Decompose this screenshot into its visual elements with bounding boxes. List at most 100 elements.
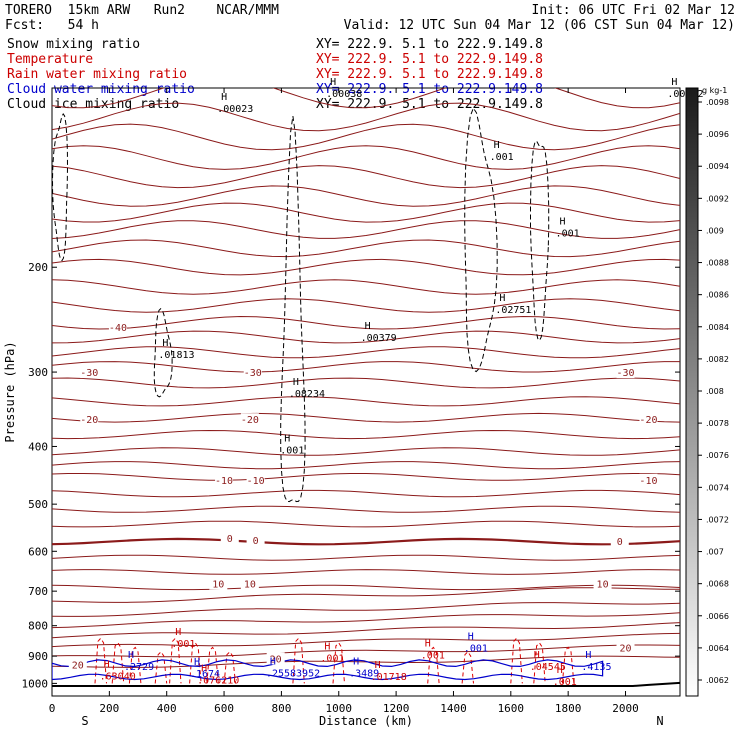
- isotherm-16: [52, 361, 680, 373]
- y-tick-label-2: 400: [28, 440, 48, 453]
- x-tick-label-4: 800: [271, 702, 291, 715]
- isotherm-label-8: -10: [247, 476, 265, 487]
- ice-contour-3: [530, 140, 550, 342]
- isotherm-12: [52, 298, 680, 313]
- isotherm-label-bg-4: [80, 413, 99, 426]
- max-label-20: .04545: [530, 662, 566, 673]
- field-xy-4: XY= 222.9. 5.1 to 222.9.149.8: [316, 97, 543, 112]
- isotherm-label-15: 10: [597, 580, 609, 591]
- field-xy-3: XY= 222.9. 5.1 to 222.9.149.8: [316, 82, 543, 97]
- isotherm-29: [52, 569, 680, 575]
- max-label-14: .001: [553, 677, 577, 688]
- colorbar-tick-label-13: .0072: [706, 515, 729, 524]
- isotherm-11: [52, 279, 680, 295]
- field-name-0: Snow mixing ratio: [7, 37, 140, 52]
- max-marker-14: H: [557, 665, 563, 676]
- isotherm-label-bg-3: [616, 366, 635, 379]
- colorbar-tick-label-14: .007: [706, 548, 724, 557]
- colorbar-tick-label-8: .0082: [706, 355, 729, 364]
- isotherm-19: [52, 412, 680, 423]
- colorbar-tick-label-2: .0094: [706, 162, 729, 171]
- isotherm-17: [52, 377, 680, 389]
- colorbar-gradient: [685, 87, 699, 697]
- colorbar-tick-label-11: .0076: [706, 451, 729, 460]
- y-tick-label-4: 600: [28, 545, 48, 558]
- isotherm-label-bg-2: [243, 366, 262, 379]
- isotherm-14: [52, 330, 680, 344]
- end-label-left: S: [81, 714, 88, 728]
- isotherm-24: [52, 489, 680, 498]
- colorbar-tick-label-17: .0064: [706, 644, 729, 653]
- x-tick-label-5: 1000: [326, 702, 353, 715]
- isotherm-label-14: 10: [244, 580, 256, 591]
- max-marker-6: H: [365, 321, 371, 332]
- ice-contour-0: [280, 116, 306, 503]
- isotherm-label-3: -30: [616, 368, 634, 379]
- isotherm-label-bg-6: [639, 413, 658, 426]
- isotherm-10: [52, 258, 680, 276]
- colorbar-tick-label-7: .0084: [706, 323, 729, 332]
- max-marker-23: H: [201, 663, 207, 674]
- isotherm-31: [52, 587, 680, 603]
- isotherm-25: [52, 505, 680, 513]
- rain-contour-9: [332, 642, 345, 684]
- max-marker-17: H: [270, 656, 276, 667]
- rain-contour-13: [533, 642, 546, 684]
- max-label-19: .01718: [371, 672, 407, 683]
- rain-contour-4: [169, 637, 182, 684]
- cloud-water-contour: [52, 659, 604, 681]
- max-label-4: .001: [556, 229, 580, 240]
- colorbar: g kg-1 .0098 .0096 .0094 .0092 .009 .0088 .008…: [685, 86, 729, 697]
- max-label-23: .076210: [197, 675, 239, 686]
- x-tick-label-0: 0: [49, 702, 56, 715]
- ice-contour-4: [52, 113, 69, 262]
- rain-contour-12: [510, 637, 523, 684]
- max-marker-5: H: [499, 293, 505, 304]
- end-label-right: N: [656, 714, 663, 728]
- isotherm-label-bg-14: [240, 577, 259, 590]
- max-label-7: .01813: [158, 350, 194, 361]
- rain-contour-14: [561, 646, 575, 684]
- isotherm-label-bg-9: [639, 473, 658, 486]
- isotherm-28: [52, 554, 680, 561]
- isotherm-23: [52, 473, 680, 481]
- colorbar-tick-label-15: .0068: [706, 580, 729, 589]
- contour-label-layer: -40 -30 -30 -30 -20 -20 -20 -10 -10 -10 0 0 0 10 10 10 2…: [68, 77, 704, 688]
- isotherm-label-12: 0: [617, 537, 623, 548]
- isotherm-label-bg-10: [220, 532, 239, 545]
- colorbar-tick-label-4: .009: [706, 226, 724, 235]
- isotherm-label-bg-5: [240, 413, 259, 426]
- isotherm-label-6: -20: [639, 415, 657, 426]
- plot-frame: [51, 87, 681, 697]
- header-left-line2: Fcst: 54 h: [5, 18, 99, 33]
- ground-line: [52, 681, 680, 687]
- isotherm-33: [52, 612, 680, 629]
- isotherm-label-4: -20: [80, 415, 98, 426]
- x-tick-label-10: 2000: [612, 702, 639, 715]
- colorbar-tick-label-5: .0088: [706, 259, 729, 268]
- max-marker-8: H: [293, 377, 299, 388]
- ice-contour-1: [153, 307, 173, 398]
- x-tick-label-6: 1200: [383, 702, 410, 715]
- isotherm-label-1: -30: [80, 368, 98, 379]
- rain-contour-1: [111, 642, 125, 684]
- isotherm-21: [52, 447, 680, 456]
- isotherm-35: [52, 632, 680, 648]
- y-axis-label: Pressure (hPa): [3, 341, 17, 442]
- header-right-line2: Valid: 12 UTC Sun 04 Mar 12 (06 CST Sun …: [344, 18, 735, 33]
- max-label-9: .001: [280, 446, 304, 457]
- x-tick-label-8: 1600: [498, 702, 525, 715]
- isotherm-label-13: 10: [212, 580, 224, 591]
- isotherm-32: [52, 602, 680, 617]
- y-tick-label-1: 300: [28, 366, 48, 379]
- isotherm-3: [52, 123, 680, 151]
- rain-contour-8: [292, 637, 305, 684]
- isotherm-22: [52, 461, 680, 470]
- isotherm-36: [52, 644, 680, 658]
- isotherm-18: [52, 396, 680, 407]
- isotherm-label-bg-0: [108, 320, 127, 333]
- isotherm-30: [52, 584, 680, 591]
- max-marker-3: H: [494, 140, 500, 151]
- isotherm-label-7: -10: [215, 476, 233, 487]
